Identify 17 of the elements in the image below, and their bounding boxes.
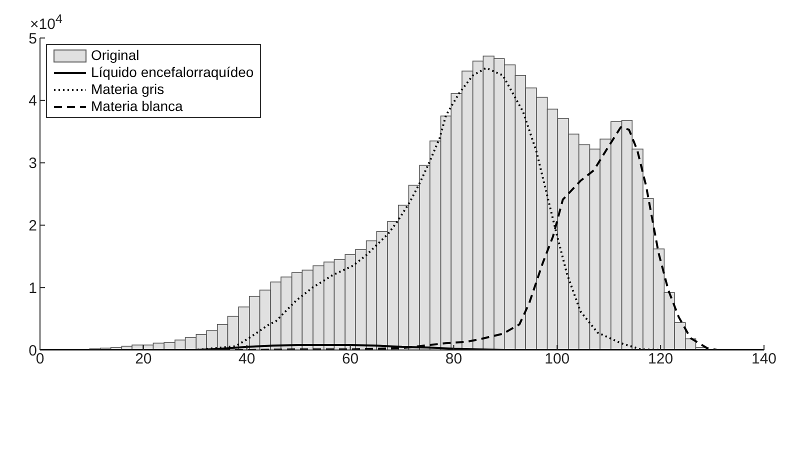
x-tick-label: 120	[648, 350, 674, 368]
x-tick-label: 40	[238, 350, 256, 368]
legend-label: Líquido encefalorraquídeo	[91, 64, 254, 81]
y-tick-label: 5	[28, 30, 37, 48]
text: ×10$^{4}$	[30, 12, 62, 33]
x-tick-label: 60	[342, 350, 359, 368]
legend-label: Materia gris	[91, 81, 164, 98]
x-tick-label: 100	[544, 350, 570, 368]
legend-label: Materia blanca	[91, 98, 183, 115]
y-tick-label: 1	[28, 280, 37, 297]
x-tick-label: 140	[751, 350, 777, 368]
y-tick-label: 2	[28, 218, 37, 235]
x-tick-label: 80	[445, 350, 462, 368]
y-tick-label: 3	[28, 155, 37, 172]
y-tick-label: 4	[28, 92, 37, 110]
x-tick-label: 20	[135, 350, 152, 368]
legend-label: Original	[91, 47, 140, 64]
